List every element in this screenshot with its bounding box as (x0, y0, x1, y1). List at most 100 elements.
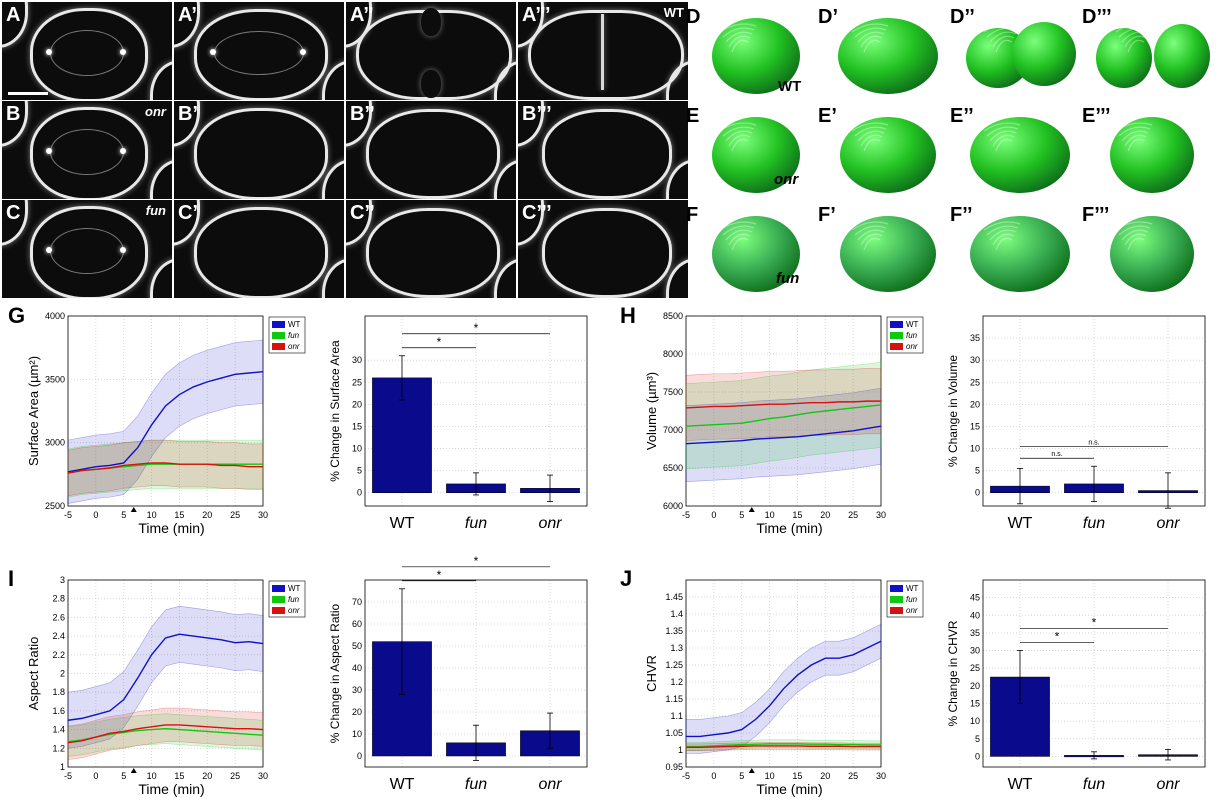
x-tick-label: 25 (230, 771, 240, 781)
category-label: WT (390, 776, 415, 793)
genotype-label: onr (774, 171, 799, 188)
cell-3d-rendering (970, 216, 1070, 292)
time-marker-icon (130, 507, 137, 512)
legend-swatch (272, 607, 285, 614)
spindle-pole (46, 49, 52, 55)
x-tick-label: 5 (121, 771, 126, 781)
y-tick-label: 25 (352, 377, 362, 387)
legend-label: WT (288, 320, 301, 329)
cell-outline (30, 107, 148, 199)
spindle-pole (210, 49, 216, 55)
plot-frame (67, 315, 264, 507)
cell-3d-rendering (712, 117, 800, 193)
y-tick-label: 40 (352, 663, 362, 673)
rendering-label: F’’ (950, 204, 973, 226)
furrow-notch (421, 70, 441, 98)
y-tick-label: 1.2 (670, 677, 683, 687)
y-tick-label: 1.2 (52, 743, 65, 753)
x-tick-label: 15 (174, 510, 184, 520)
significance-label: * (1092, 616, 1097, 630)
micrograph-label: A’ (178, 4, 197, 26)
cell-outline (194, 9, 328, 100)
x-tick-label: 20 (202, 510, 212, 520)
y-tick-label: 45 (970, 593, 980, 603)
y-tick-label: 0 (357, 488, 362, 498)
plot-frame (364, 315, 588, 507)
y-axis-label: % Change in Aspect Ratio (328, 603, 342, 743)
series-WT-line (685, 425, 882, 445)
spindle-pole (300, 49, 306, 55)
y-tick-label: 70 (352, 597, 362, 607)
x-tick-label: -5 (64, 771, 72, 781)
cell-3d-rendering (1096, 23, 1210, 88)
y-tick-label: 25 (970, 663, 980, 673)
time-marker-icon (748, 768, 755, 773)
y-tick-label: 7000 (663, 425, 683, 435)
genotype-label: WT (663, 5, 684, 20)
category-label: onr (1156, 776, 1180, 793)
y-tick-label: 30 (970, 646, 980, 656)
furrow-notch (421, 8, 441, 36)
y-tick-label: 1.4 (52, 725, 65, 735)
micrograph-panel: A (2, 2, 172, 100)
y-tick-label: 1.3 (670, 643, 683, 653)
legend-label: fun (288, 331, 300, 340)
significance-label: n.s. (1051, 451, 1062, 458)
rendering-label: D (686, 6, 701, 28)
y-axis-label: % Change in Volume (946, 355, 960, 467)
x-tick-label: 25 (848, 510, 858, 520)
x-tick-label: 5 (739, 771, 744, 781)
x-tick-label: 20 (820, 510, 830, 520)
y-tick-label: 1.35 (665, 626, 683, 636)
series-fun-band (67, 713, 264, 758)
x-tick-label: 0 (93, 510, 98, 520)
y-tick-label: 5 (975, 734, 980, 744)
spindle-pole (120, 148, 126, 154)
legend-swatch (890, 343, 903, 350)
x-tick-label: 0 (711, 771, 716, 781)
cell-3d-rendering (1110, 117, 1194, 193)
y-tick-label: 10 (970, 716, 980, 726)
y-axis-label: CHVR (644, 655, 659, 692)
y-tick-label: 6500 (663, 463, 683, 473)
x-tick-label: 20 (820, 771, 830, 781)
legend-swatch (272, 343, 285, 350)
plot-frame (982, 315, 1206, 507)
category-label: WT (390, 515, 415, 532)
panel-letter: G (8, 303, 25, 328)
y-axis-label: % Change in Surface Area (328, 340, 342, 482)
micrograph-label: A’’ (350, 4, 374, 26)
y-tick-label: 5 (357, 466, 362, 476)
x-tick-label: 15 (792, 510, 802, 520)
cell-outline (30, 8, 148, 100)
rendering-label: E’ (818, 105, 837, 127)
category-label: fun (465, 776, 487, 793)
y-tick-label: 2.6 (52, 612, 65, 622)
y-tick-label: 2 (60, 669, 65, 679)
panel-letter: H (620, 303, 636, 328)
micrograph-panel: A’ (174, 2, 344, 100)
cell-3d-rendering (838, 18, 938, 94)
y-tick-label: 1.8 (52, 687, 65, 697)
cell-outline (30, 206, 148, 298)
category-label: fun (465, 515, 487, 532)
y-tick-label: 2.4 (52, 631, 65, 641)
y-tick-label: 8000 (663, 349, 683, 359)
panel-letter: I (8, 566, 14, 591)
legend-label: onr (288, 606, 300, 615)
x-tick-label: 30 (258, 510, 268, 520)
y-tick-label: 1.6 (52, 706, 65, 716)
y-tick-label: 15 (970, 698, 980, 708)
x-axis-label: Time (min) (138, 781, 204, 797)
y-tick-label: 0 (975, 751, 980, 761)
cell-3d-rendering (966, 22, 1076, 88)
y-tick-label: 2500 (45, 501, 65, 511)
x-tick-label: -5 (682, 771, 690, 781)
micrograph-panel: B’’’ (518, 101, 688, 199)
legend-swatch (272, 585, 285, 592)
series-WT-band (685, 387, 882, 482)
micrograph-panel: C’ (174, 200, 344, 298)
x-tick-label: 25 (230, 510, 240, 520)
significance-label: * (437, 335, 442, 349)
series-onr-line (685, 400, 881, 409)
